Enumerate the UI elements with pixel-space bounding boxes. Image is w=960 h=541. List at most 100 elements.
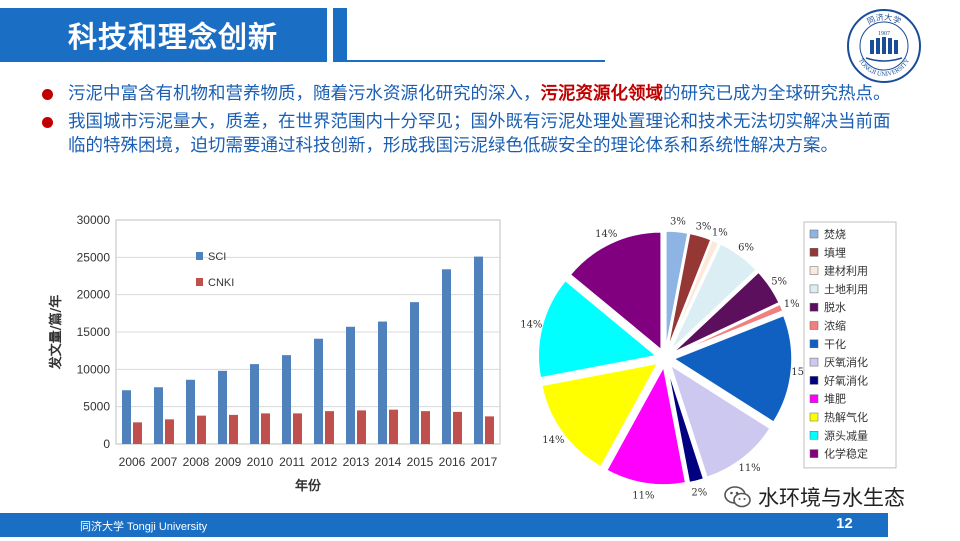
- bar-cnki: [261, 413, 270, 444]
- title-accent-bar: [333, 8, 347, 62]
- footer-bar: [0, 513, 888, 537]
- x-tick-label: 2008: [183, 455, 210, 469]
- pie-data-label: 2%: [691, 488, 707, 499]
- y-tick-label: 5000: [83, 400, 110, 414]
- pie-slice: [569, 231, 662, 352]
- pie-legend-label: 干化: [824, 337, 846, 351]
- bullet-dot: [42, 117, 53, 128]
- pie-legend-label: 浓缩: [824, 320, 846, 333]
- legend-swatch: [196, 278, 203, 286]
- pie-data-label: 14%: [542, 435, 564, 446]
- pie-slice: [667, 239, 720, 351]
- pie-data-label: 1%: [784, 299, 800, 310]
- bar-sci: [346, 326, 355, 444]
- pie-data-label: 5%: [771, 276, 787, 287]
- x-tick-label: 2015: [407, 455, 434, 469]
- pie-slice: [672, 303, 784, 356]
- bullet-2: 我国城市污泥量大，质差，在世界范围内十分罕见；国外既有污泥处理处置理论和技术无法…: [40, 110, 900, 158]
- bullet-1: 污泥中富含有机物和营养物质，随着污水资源化研究的深入，污泥资源化领域的研究已成为…: [40, 82, 900, 106]
- bar-cnki: [421, 411, 430, 444]
- bullet-dot: [42, 89, 53, 100]
- x-axis-label: 年份: [295, 478, 322, 494]
- pie-legend-swatch: [809, 284, 819, 294]
- bullet-list: 污泥中富含有机物和营养物质，随着污水资源化研究的深入，污泥资源化领域的研究已成为…: [40, 82, 900, 162]
- pie-slice: [666, 366, 705, 484]
- pie-legend-swatch: [809, 394, 819, 403]
- pie-data-label: 6%: [738, 242, 754, 253]
- x-tick-label: 2014: [375, 455, 402, 469]
- y-tick-label: 25000: [77, 250, 111, 264]
- pie-data-label: 11%: [632, 490, 654, 500]
- bar-cnki: [165, 419, 174, 444]
- bar-cnki: [325, 411, 334, 444]
- bar-sci: [218, 370, 227, 444]
- bar-sci: [186, 379, 195, 444]
- pie-data-label: 14%: [595, 229, 617, 240]
- pie-legend-label: 热解气化: [824, 410, 868, 424]
- pie-slice: [671, 271, 781, 354]
- x-tick-label: 2017: [471, 455, 498, 469]
- watermark-text: 水环境与水生态: [758, 486, 905, 510]
- title-bar: [0, 8, 327, 62]
- pie-legend-label: 化学稳定: [824, 447, 868, 461]
- tongji-logo: 同济大学 TONGJI UNIVERSITY 1907: [847, 9, 921, 83]
- bar-sci: [250, 364, 259, 444]
- bar-cnki: [133, 422, 142, 444]
- bar-sci: [442, 269, 451, 444]
- title-underline: [347, 60, 605, 62]
- bar-sci: [314, 338, 323, 444]
- x-tick-label: 2009: [215, 455, 242, 469]
- pie-data-label: 3%: [696, 221, 712, 232]
- pie-legend-swatch: [809, 376, 819, 385]
- bar-sci: [282, 355, 291, 444]
- pie-legend-label: 建材利用: [824, 264, 868, 278]
- bar-sci: [154, 387, 163, 444]
- x-tick-label: 2011: [279, 455, 305, 469]
- pie-legend-swatch: [809, 339, 819, 349]
- y-tick-label: 0: [103, 437, 110, 451]
- y-axis-label: 发文量/篇/年: [48, 295, 64, 371]
- bar-cnki: [357, 410, 366, 444]
- bar-cnki: [485, 416, 494, 444]
- pie-data-label: 1%: [712, 227, 728, 238]
- pie-legend-label: 好氧消化: [824, 373, 868, 387]
- legend-label: CNKI: [208, 277, 234, 289]
- y-tick-label: 20000: [77, 288, 111, 302]
- x-tick-label: 2007: [151, 455, 178, 469]
- pie-legend-label: 堆肥: [824, 393, 846, 406]
- pie-legend-swatch: [809, 229, 819, 239]
- pie-slice: [665, 230, 689, 350]
- publication-bar-chart: 0 5000 10000 15000 20000 25000 30000 2006 2007 20…: [48, 213, 501, 494]
- slide-title: 科技和理念创新: [68, 20, 279, 54]
- pie-legend-swatch: [809, 357, 819, 367]
- pie-legend-label: 填埋: [824, 245, 846, 259]
- page-number: 12: [836, 515, 853, 532]
- x-tick-label: 2013: [343, 455, 370, 469]
- pie-legend-label: 焚烧: [824, 228, 846, 241]
- pie-slice: [672, 314, 793, 424]
- pie-legend-swatch: [809, 321, 819, 330]
- highlight-text: 污泥资源化领域: [540, 84, 664, 104]
- bar-cnki: [453, 411, 462, 444]
- x-tick-label: 2010: [247, 455, 274, 469]
- research-topic-pie-chart: 3% 3%1%6%5%1%15%11%2%11%14%14%14% 焚烧填埋建材利用…: [520, 217, 897, 500]
- pie-legend-swatch: [809, 449, 819, 458]
- bar-sci: [378, 321, 387, 444]
- pie-legend-label: 源头减量: [824, 428, 868, 442]
- bar-cnki: [389, 409, 398, 444]
- y-tick-label: 30000: [77, 213, 111, 227]
- pie-data-label: 11%: [738, 463, 760, 474]
- pie-slice: [605, 364, 687, 486]
- logo-year: 1907: [878, 31, 890, 37]
- pie-legend-label: 脱水: [824, 300, 846, 314]
- pie-legend-box: [803, 221, 897, 469]
- x-tick-label: 2012: [311, 455, 338, 469]
- pie-legend-swatch: [809, 431, 819, 440]
- pie-data-label: 14%: [520, 320, 542, 331]
- pie-slice: [666, 232, 712, 350]
- pie-slice: [540, 362, 660, 468]
- pie-legend-swatch: [809, 302, 819, 312]
- y-tick-label: 15000: [77, 325, 111, 339]
- pie-legend-label: 厌氧消化: [824, 355, 868, 369]
- y-tick-label: 10000: [77, 362, 111, 376]
